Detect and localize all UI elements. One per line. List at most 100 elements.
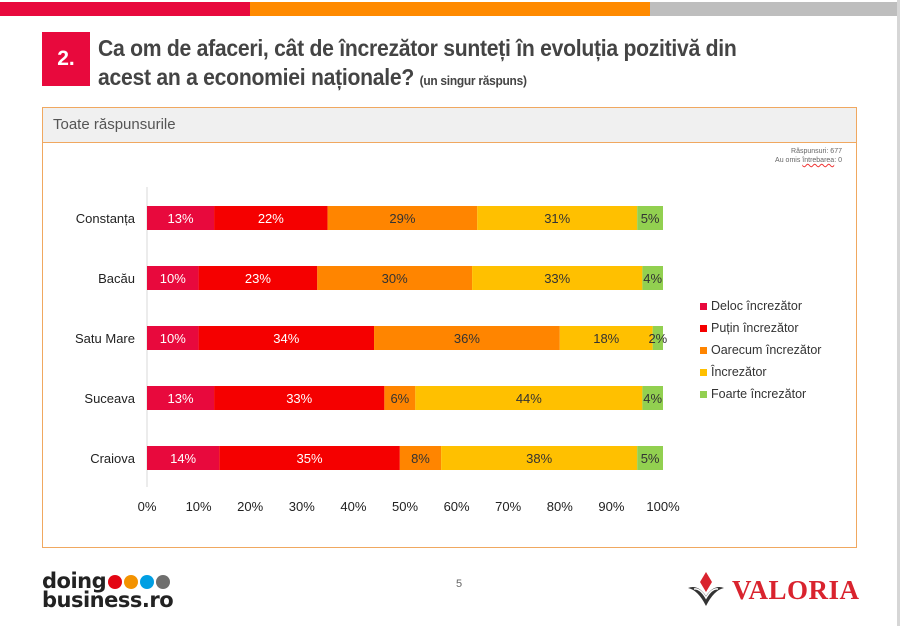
bar-segment — [147, 386, 215, 410]
top-color-bar — [0, 2, 900, 16]
data-label: 10% — [160, 271, 186, 286]
bar-segment — [317, 266, 473, 290]
legend-swatch — [700, 368, 707, 376]
valoria-wordmark: VALORIA — [732, 574, 860, 605]
data-label: 5% — [641, 451, 660, 466]
x-tick-label: 20% — [237, 499, 263, 514]
category-label: Craiova — [90, 451, 136, 466]
legend-label: Puțin încrezător — [711, 321, 799, 335]
x-tick-label: 10% — [186, 499, 212, 514]
category-label: Satu Mare — [75, 331, 135, 346]
x-tick-label: 60% — [444, 499, 470, 514]
data-label: 34% — [273, 331, 299, 346]
legend-swatch — [700, 346, 707, 354]
bar-segment — [147, 266, 199, 290]
legend-item: Puțin încrezător — [700, 317, 821, 339]
data-label: 5% — [641, 211, 660, 226]
question-title: Ca om de afaceri, cât de încrezător sunt… — [98, 34, 779, 95]
x-tick-label: 50% — [392, 499, 418, 514]
data-label: 22% — [258, 211, 284, 226]
legend-label: Foarte încrezător — [711, 387, 807, 401]
bar-segment — [652, 326, 663, 350]
bar-segment — [637, 446, 663, 470]
bar-segment — [219, 446, 400, 470]
data-label: 29% — [389, 211, 415, 226]
data-label: 4% — [643, 271, 662, 286]
legend-swatch — [700, 390, 707, 398]
logo-dot — [140, 575, 155, 589]
data-label: 6% — [390, 391, 409, 406]
bar-segment — [147, 326, 199, 350]
data-label: 38% — [526, 451, 552, 466]
x-tick-label: 40% — [340, 499, 366, 514]
data-label: 13% — [168, 391, 194, 406]
legend-swatch — [700, 324, 707, 332]
top-bar-gray — [650, 2, 900, 16]
data-label: 4% — [643, 391, 662, 406]
bar-segment — [384, 386, 416, 410]
data-label: 2% — [648, 331, 667, 346]
bar-segment — [477, 206, 638, 230]
data-label: 10% — [160, 331, 186, 346]
data-label: 35% — [297, 451, 323, 466]
top-bar-orange — [250, 2, 650, 16]
bar-segment — [559, 326, 653, 350]
x-tick-label: 30% — [289, 499, 315, 514]
chart-panel: Toate răspunsurile Răspunsuri: 677 Au om… — [42, 107, 857, 548]
bar-segment — [327, 206, 478, 230]
legend-label: Oarecum încrezător — [711, 343, 822, 357]
data-label: 33% — [544, 271, 570, 286]
bar-segment — [214, 206, 328, 230]
x-tick-label: 0% — [138, 499, 157, 514]
doingbusiness-logo: doing business.ro — [42, 569, 174, 612]
legend-item: Foarte încrezător — [700, 383, 821, 405]
question-text: Ca om de afaceri, cât de încrezător sunt… — [98, 35, 737, 90]
responses-count: Răspunsuri: 677 — [791, 148, 842, 155]
x-tick-label: 80% — [547, 499, 573, 514]
bar-segment — [147, 446, 220, 470]
chart-legend: Deloc încrezător Puțin încrezător Oarecum … — [700, 295, 821, 405]
data-label: 31% — [544, 211, 570, 226]
valoria-logo: VALORIA — [686, 572, 860, 608]
panel-title: Toate răspunsurile — [43, 108, 856, 143]
bar-segment — [637, 206, 663, 230]
logo-dot — [156, 575, 171, 589]
logo-text-doing: doing — [42, 569, 107, 593]
skipped-count: Au omis întrebarea: 0 — [775, 157, 842, 164]
data-label: 33% — [286, 391, 312, 406]
logo-dot — [108, 575, 123, 589]
valoria-emblem-icon — [688, 572, 724, 606]
page-number: 5 — [456, 578, 463, 590]
question-number: 2. — [42, 32, 90, 86]
bar-segment — [214, 386, 385, 410]
bar-segment — [198, 266, 318, 290]
bar-segment — [415, 386, 643, 410]
right-edge-line — [897, 0, 900, 626]
legend-label: Încrezător — [711, 365, 767, 379]
legend-item: Oarecum încrezător — [700, 339, 821, 361]
data-label: 13% — [168, 211, 194, 226]
data-label: 30% — [382, 271, 408, 286]
legend-label: Deloc încrezător — [711, 299, 803, 313]
x-tick-label: 70% — [495, 499, 521, 514]
bar-segment — [147, 206, 215, 230]
legend-swatch — [700, 302, 707, 310]
x-tick-label: 100% — [646, 499, 680, 514]
bar-segment — [198, 326, 375, 350]
data-label: 44% — [516, 391, 542, 406]
logo-text-business: business.ro — [42, 588, 174, 612]
data-label: 14% — [170, 451, 196, 466]
data-label: 36% — [454, 331, 480, 346]
bar-segment — [642, 386, 663, 410]
question-note: (un singur răspuns) — [419, 73, 527, 88]
category-label: Suceava — [84, 391, 135, 406]
data-label: 23% — [245, 271, 271, 286]
data-label: 8% — [411, 451, 430, 466]
bar-segment — [374, 326, 560, 350]
bar-segment — [472, 266, 643, 290]
x-tick-label: 90% — [598, 499, 624, 514]
category-label: Bacău — [98, 271, 135, 286]
bar-segment — [441, 446, 638, 470]
legend-item: Încrezător — [700, 361, 821, 383]
